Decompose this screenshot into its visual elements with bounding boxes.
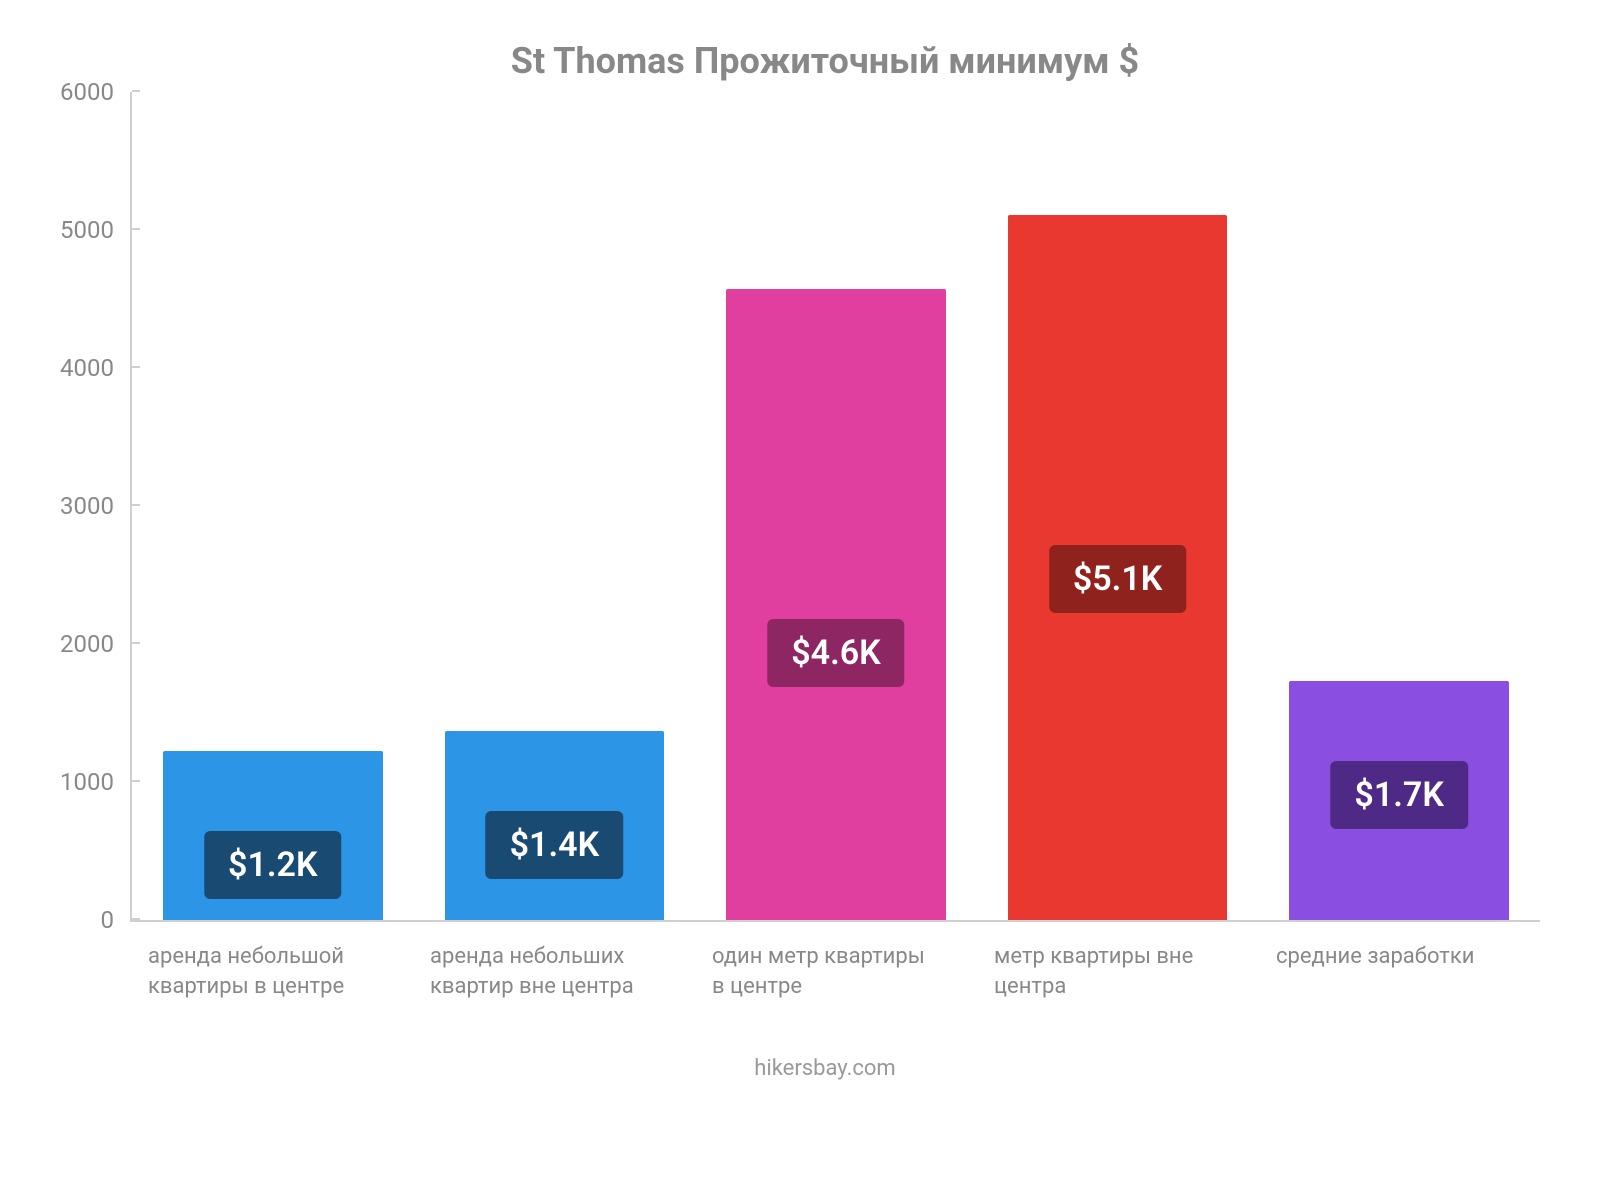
- y-tick: [132, 90, 140, 92]
- x-label-slot: метр квартиры вне центра: [976, 942, 1258, 1001]
- cost-of-living-chart: St Thomas Прожиточный минимум $ $1.2K$1.…: [0, 0, 1600, 1200]
- x-axis-label: средние заработки: [1276, 942, 1496, 972]
- x-label-slot: один метр квартиры в центре: [694, 942, 976, 1001]
- y-tick: [132, 366, 140, 368]
- plot-area: $1.2K$1.4K$4.6K$5.1K$1.7K 01000200030004…: [130, 92, 1540, 922]
- bar-value-badge: $1.7K: [1330, 761, 1467, 829]
- chart-footer: hikersbay.com: [110, 1056, 1540, 1081]
- chart-title: St Thomas Прожиточный минимум $: [110, 40, 1540, 82]
- y-tick: [132, 918, 140, 920]
- y-tick-label: 0: [101, 906, 133, 934]
- x-label-slot: аренда небольших квартир вне центра: [412, 942, 694, 1001]
- bar-value-badge: $5.1K: [1049, 545, 1186, 613]
- bar-slot: $4.6K: [695, 92, 977, 920]
- bar: $5.1K: [1008, 215, 1228, 920]
- y-tick: [132, 642, 140, 644]
- bar: $1.4K: [445, 731, 665, 920]
- x-label-slot: аренда небольшой квартиры в центре: [130, 942, 412, 1001]
- bar-slot: $5.1K: [977, 92, 1259, 920]
- x-label-slot: средние заработки: [1258, 942, 1540, 1001]
- bar: $1.7K: [1289, 681, 1509, 920]
- bar: $4.6K: [726, 289, 946, 920]
- bar-slot: $1.4K: [414, 92, 696, 920]
- bars-container: $1.2K $1.4K $4.6K $5.1K $1.7K: [132, 92, 1540, 920]
- y-tick-label: 3000: [60, 492, 132, 520]
- y-tick: [132, 228, 140, 230]
- x-axis-labels: аренда небольшой квартиры в центре аренда…: [130, 942, 1540, 1001]
- y-tick-label: 5000: [60, 216, 132, 244]
- y-tick-label: 1000: [60, 768, 132, 796]
- y-tick-label: 4000: [60, 354, 132, 382]
- bar-value-badge: $4.6K: [767, 619, 904, 687]
- y-tick-label: 2000: [60, 630, 132, 658]
- y-tick-label: 6000: [60, 78, 132, 106]
- bar-slot: $1.2K: [132, 92, 414, 920]
- bar-value-badge: $1.4K: [486, 811, 623, 879]
- bar: $1.2K: [163, 751, 383, 920]
- x-axis-label: метр квартиры вне центра: [994, 942, 1214, 1001]
- x-axis-label: один метр квартиры в центре: [712, 942, 932, 1001]
- bar-slot: $1.7K: [1258, 92, 1540, 920]
- bar-value-badge: $1.2K: [204, 831, 341, 899]
- x-axis-label: аренда небольших квартир вне центра: [430, 942, 650, 1001]
- y-tick: [132, 504, 140, 506]
- x-axis-label: аренда небольшой квартиры в центре: [148, 942, 368, 1001]
- y-tick: [132, 780, 140, 782]
